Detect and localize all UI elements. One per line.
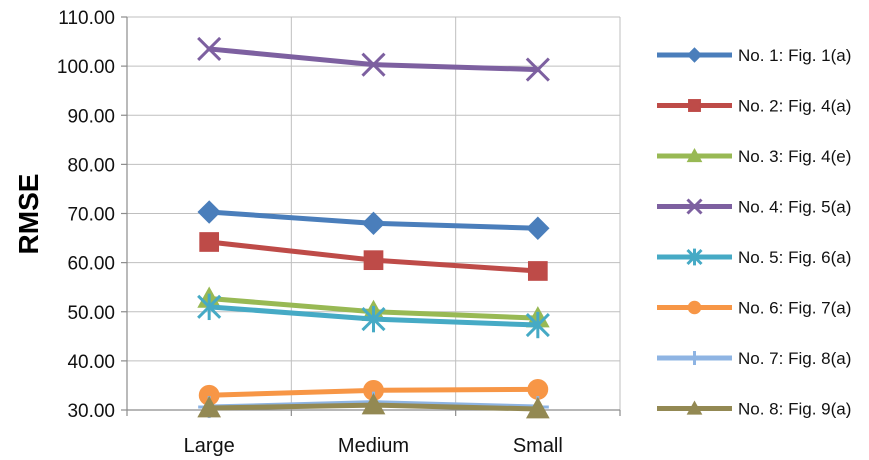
series-5 (197, 293, 550, 339)
y-axis-label: RMSE (13, 174, 44, 255)
y-tick-label: 60.00 (67, 254, 115, 275)
series-2 (199, 232, 548, 281)
data-point (361, 393, 386, 415)
legend-marker (687, 351, 702, 365)
legend-item: No. 6: Fig. 7(a) (657, 299, 851, 318)
legend-label: No. 3: Fig. 4(e) (738, 147, 851, 166)
legend-label: No. 2: Fig. 4(a) (738, 97, 851, 116)
data-point (361, 211, 386, 236)
legend-label: No. 7: Fig. 8(a) (738, 349, 851, 368)
legend-label: No. 6: Fig. 7(a) (738, 299, 851, 318)
legend-label: No. 4: Fig. 5(a) (738, 198, 851, 217)
y-tick-label: 50.00 (67, 303, 115, 324)
legend-item: No. 8: Fig. 9(a) (657, 400, 851, 419)
data-point (363, 250, 384, 271)
legend-marker (688, 99, 701, 112)
x-tick-label: Large (184, 435, 235, 457)
data-point (197, 36, 222, 61)
legend: No. 1: Fig. 1(a) No. 2: Fig. 4(a) No. 3: F… (657, 46, 851, 419)
y-tick-label: 30.00 (67, 401, 115, 422)
data-point (525, 396, 550, 419)
data-point (361, 52, 386, 77)
series-8 (197, 393, 550, 419)
legend-label: No. 1: Fig. 1(a) (738, 46, 851, 65)
legend-item: No. 2: Fig. 4(a) (657, 97, 851, 116)
series-1 (197, 200, 550, 240)
series-6 (198, 378, 549, 406)
x-tick-labels: Large Medium Small (184, 435, 563, 457)
legend-marker (686, 47, 703, 63)
y-tick-label: 110.00 (58, 8, 115, 29)
y-tick-label: 80.00 (67, 155, 115, 176)
data-point (525, 311, 550, 339)
x-tick-label: Medium (338, 435, 409, 457)
data-point (199, 232, 220, 252)
data-point (527, 261, 548, 281)
legend-marker (686, 400, 703, 415)
data-point (525, 57, 550, 82)
y-tick-label: 90.00 (67, 106, 115, 127)
data-point (197, 396, 222, 418)
legend-label: No. 8: Fig. 9(a) (738, 400, 851, 419)
y-tick-label: 70.00 (67, 205, 115, 226)
y-tick-labels: 30.00 40.00 50.00 60.00 70.00 80.00 90.00 100.0… (57, 8, 115, 422)
legend-item: No. 3: Fig. 4(e) (657, 147, 851, 166)
data-point (197, 200, 221, 224)
x-tick-label: Small (513, 435, 563, 457)
legend-marker (686, 248, 703, 266)
data-point (526, 216, 550, 240)
legend-item: No. 4: Fig. 5(a) (657, 198, 851, 217)
legend-item: No. 5: Fig. 6(a) (657, 248, 851, 267)
data-point (361, 305, 386, 333)
series (197, 36, 550, 419)
legend-item: No. 1: Fig. 1(a) (657, 46, 851, 65)
legend-marker (686, 198, 703, 215)
series-4 (197, 36, 550, 82)
y-tick-label: 100.00 (57, 57, 115, 78)
y-tick-label: 40.00 (67, 352, 115, 373)
legend-item: No. 7: Fig. 8(a) (657, 349, 851, 368)
legend-marker (687, 300, 702, 315)
legend-label: No. 5: Fig. 6(a) (738, 248, 851, 267)
data-point (197, 293, 222, 321)
legend-marker (686, 147, 703, 163)
